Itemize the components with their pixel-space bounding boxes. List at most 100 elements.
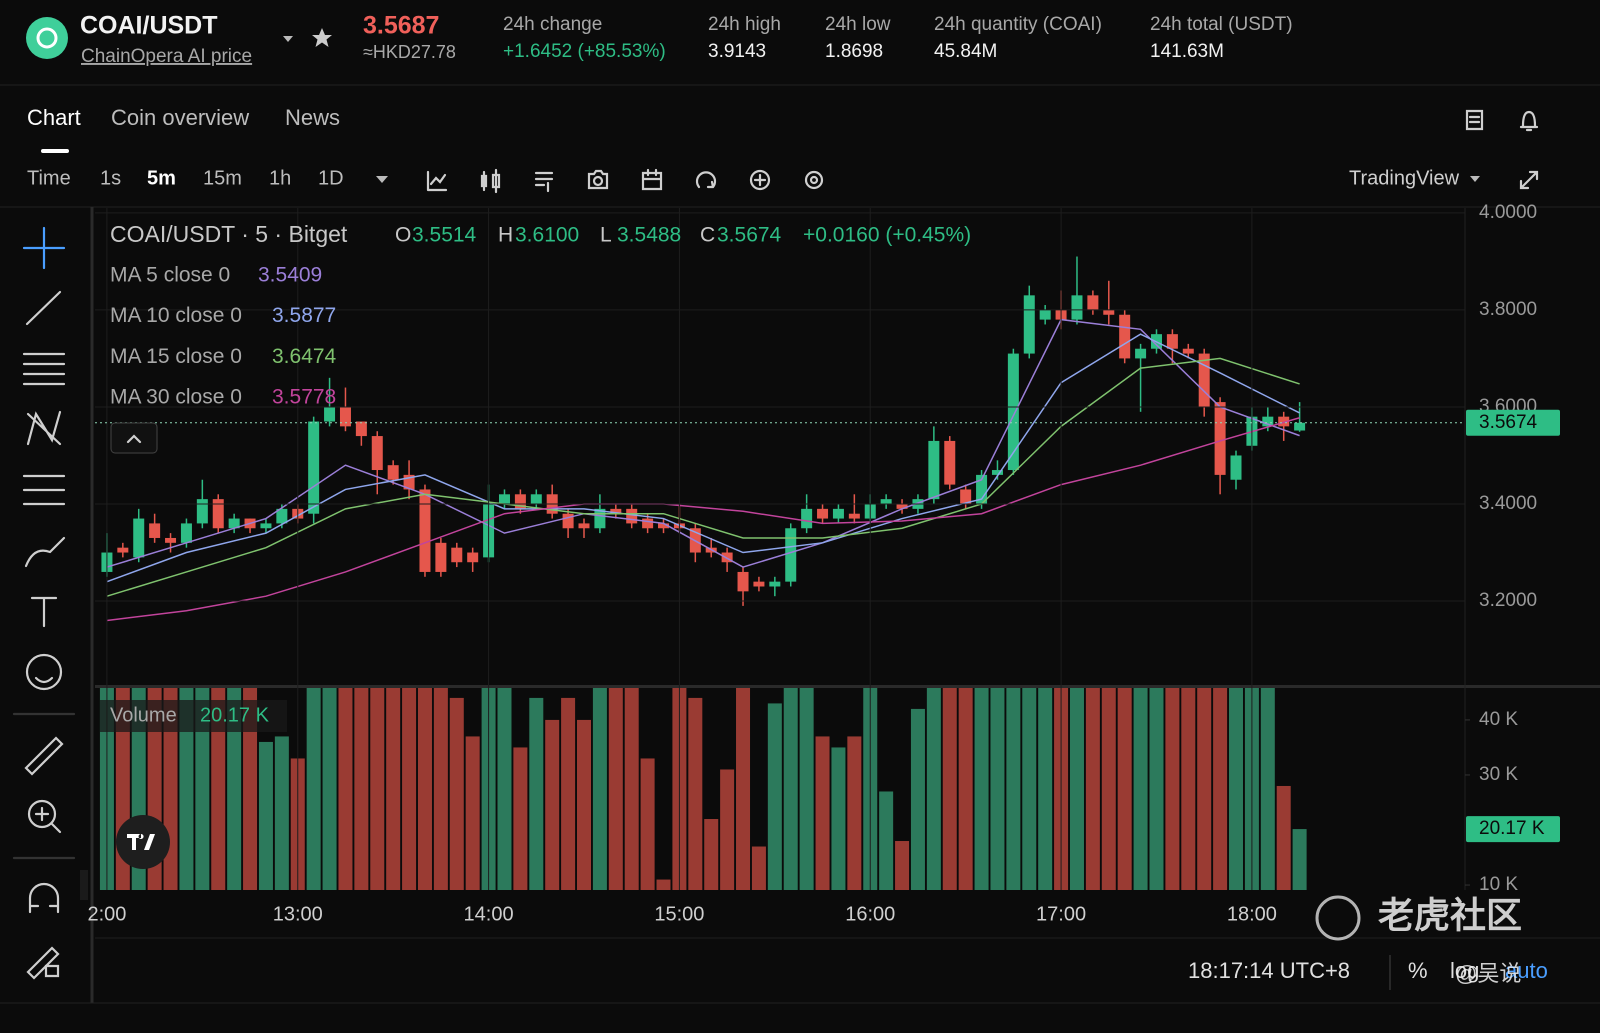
coin-name[interactable]: ChainOpera AI price [81, 46, 252, 67]
y2-tick-label: 40 K [1479, 709, 1518, 730]
volume-bar [322, 688, 337, 890]
volume-bar [1229, 688, 1244, 890]
candle-body [1007, 353, 1019, 471]
volume-bar [449, 697, 464, 890]
stat-value: 45.84M [934, 41, 997, 62]
orderbook-icon[interactable] [1465, 109, 1484, 131]
stat-label: 24h high [708, 14, 781, 35]
candle-body [1278, 416, 1290, 427]
volume-bar [1006, 688, 1021, 890]
tab[interactable]: Coin overview [111, 105, 249, 130]
volume-bar [1022, 688, 1037, 890]
line-tool[interactable] [25, 290, 62, 326]
candle-body [832, 508, 844, 519]
screenshot-icon[interactable] [587, 169, 609, 190]
tv-logo[interactable] [116, 815, 170, 869]
toolbar-icons [426, 109, 1539, 194]
volume-bar [926, 688, 941, 890]
y-tick-label: 3.4000 [1479, 493, 1537, 514]
candle-body [355, 421, 367, 437]
interval[interactable]: 1s [100, 167, 121, 189]
volume-bar [1117, 688, 1132, 890]
interval-dropdown[interactable] [376, 176, 388, 183]
projection-tool[interactable] [22, 474, 66, 506]
candle-body [626, 508, 638, 524]
drawing-tools [12, 226, 76, 980]
interval[interactable]: 15m [203, 167, 242, 189]
collapse-legend[interactable] [110, 422, 158, 454]
provider[interactable]: TradingView [1349, 167, 1460, 189]
volume-bar [783, 688, 798, 890]
coin-logo-mark [36, 27, 58, 49]
candle-body [1166, 334, 1178, 349]
tab[interactable]: News [285, 105, 340, 130]
candle-body [308, 421, 320, 514]
lock-tool[interactable] [26, 946, 60, 980]
volume-bar [592, 688, 607, 890]
ohlc-value: 3.5488 [617, 224, 681, 247]
candle-type-icon[interactable] [480, 168, 501, 194]
volume-bar [338, 688, 353, 890]
last-price-label: 3.5674 [1479, 412, 1538, 433]
candle-body [1087, 295, 1099, 310]
percent-toggle[interactable]: % [1408, 958, 1428, 983]
pair-dropdown[interactable] [283, 36, 293, 42]
emoji-tool[interactable] [25, 653, 63, 691]
replay-icon[interactable] [695, 171, 717, 189]
y-tick-label: 3.8000 [1479, 299, 1537, 320]
provider-dropdown[interactable] [1470, 176, 1480, 182]
ruler-tool[interactable] [24, 736, 64, 776]
stat-value: +1.6452 (+85.53%) [503, 41, 666, 62]
text-tool[interactable] [30, 596, 58, 628]
volume-bar [306, 688, 321, 890]
ohlc-key: C [700, 224, 715, 247]
y2-tick-label: 10 K [1479, 874, 1518, 895]
auto-toggle[interactable]: auto [1505, 958, 1548, 983]
tv-logo-mark [127, 834, 155, 850]
pattern-tool[interactable] [26, 410, 62, 446]
calendar-icon[interactable] [641, 168, 663, 191]
indicator-icon[interactable] [426, 170, 448, 192]
interval[interactable]: Time [27, 167, 71, 189]
alert-icon[interactable] [1519, 110, 1539, 132]
volume-bar [1085, 688, 1100, 890]
candle-body [1135, 348, 1147, 359]
candle-body [610, 508, 622, 514]
ma-value: 3.5778 [272, 386, 336, 409]
candle-body [451, 547, 463, 563]
brush-tool[interactable] [24, 536, 66, 568]
interval[interactable]: 1D [318, 167, 344, 189]
stat-value: 3.9143 [708, 41, 766, 62]
candle-body [737, 571, 749, 592]
volume-bar [1101, 688, 1116, 890]
ma-value: 3.5877 [272, 304, 336, 327]
candle-body [403, 474, 415, 490]
magnet-tool[interactable] [28, 882, 60, 914]
candle-body [260, 523, 272, 529]
candle-body [1262, 416, 1274, 427]
interval[interactable]: 1h [269, 167, 291, 189]
zoom-tool[interactable] [27, 799, 62, 834]
favorite[interactable] [312, 28, 332, 47]
log-toggle[interactable]: log [1450, 958, 1479, 983]
volume-bar [1165, 688, 1180, 890]
settings-icon[interactable] [804, 170, 824, 190]
fullscreen-icon[interactable] [1519, 170, 1539, 190]
template-icon[interactable] [534, 171, 554, 193]
candle-body [324, 406, 336, 422]
candle-body [880, 499, 892, 505]
candle-body [562, 513, 574, 529]
stat-label: 24h change [503, 14, 602, 35]
volume-bar [1197, 688, 1212, 890]
volume-bar [831, 747, 846, 890]
volume-bar [736, 688, 751, 890]
interval[interactable]: 5m [147, 167, 176, 189]
tab[interactable]: Chart [27, 105, 81, 130]
add-icon[interactable] [749, 169, 771, 191]
crosshair-tool[interactable] [22, 226, 66, 270]
watermark-logo [1315, 895, 1361, 941]
side-handle[interactable] [80, 870, 88, 900]
tab-indicator [41, 149, 69, 153]
fib-tool[interactable] [22, 352, 66, 386]
volume-bar [243, 688, 258, 890]
